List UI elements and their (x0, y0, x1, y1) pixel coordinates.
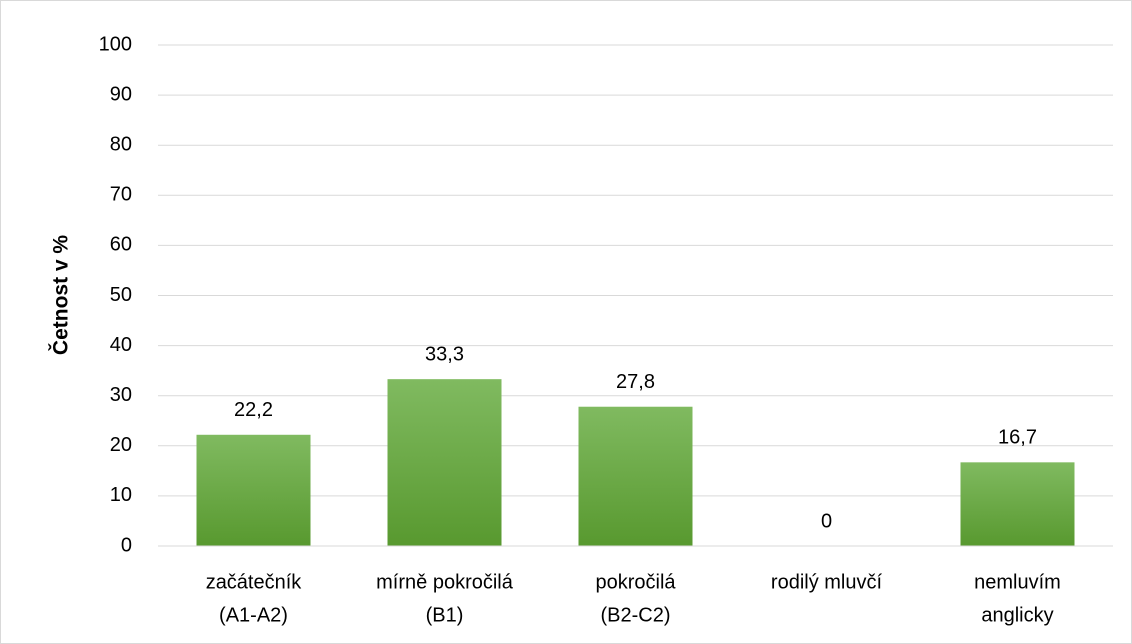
x-tick-label: začátečník (206, 571, 303, 593)
x-tick-label: (B1) (426, 604, 464, 626)
x-tick-label: (A1-A2) (219, 604, 288, 626)
y-tick-label: 70 (110, 184, 132, 206)
y-tick-label: 60 (110, 234, 132, 256)
x-tick-label: nemluvím (974, 571, 1061, 593)
x-tick-label: (B2-C2) (600, 604, 670, 626)
bar (578, 406, 693, 546)
data-label: 0 (821, 510, 832, 532)
data-label: 33,3 (425, 343, 464, 365)
data-label: 27,8 (616, 371, 655, 393)
bar (196, 434, 311, 546)
y-tick-label: 100 (99, 33, 132, 55)
y-tick-label: 10 (110, 484, 132, 506)
bar (387, 379, 502, 546)
y-tick-label: 40 (110, 334, 132, 356)
y-tick-label: 20 (110, 434, 132, 456)
y-tick-label: 0 (121, 534, 132, 556)
y-tick-label: 30 (110, 384, 132, 406)
y-tick-label: 80 (110, 133, 132, 155)
bar (960, 462, 1075, 546)
y-axis-title: Četnost v % (49, 235, 73, 356)
y-tick-label: 50 (110, 284, 132, 306)
data-label: 22,2 (234, 399, 273, 421)
y-tick-label: 90 (110, 83, 132, 105)
x-tick-label: anglicky (981, 604, 1053, 626)
x-tick-label: mírně pokročilá (376, 571, 514, 593)
data-label: 16,7 (998, 427, 1037, 449)
x-tick-label: pokročilá (595, 571, 676, 593)
x-tick-label: rodilý mluvčí (771, 571, 883, 593)
